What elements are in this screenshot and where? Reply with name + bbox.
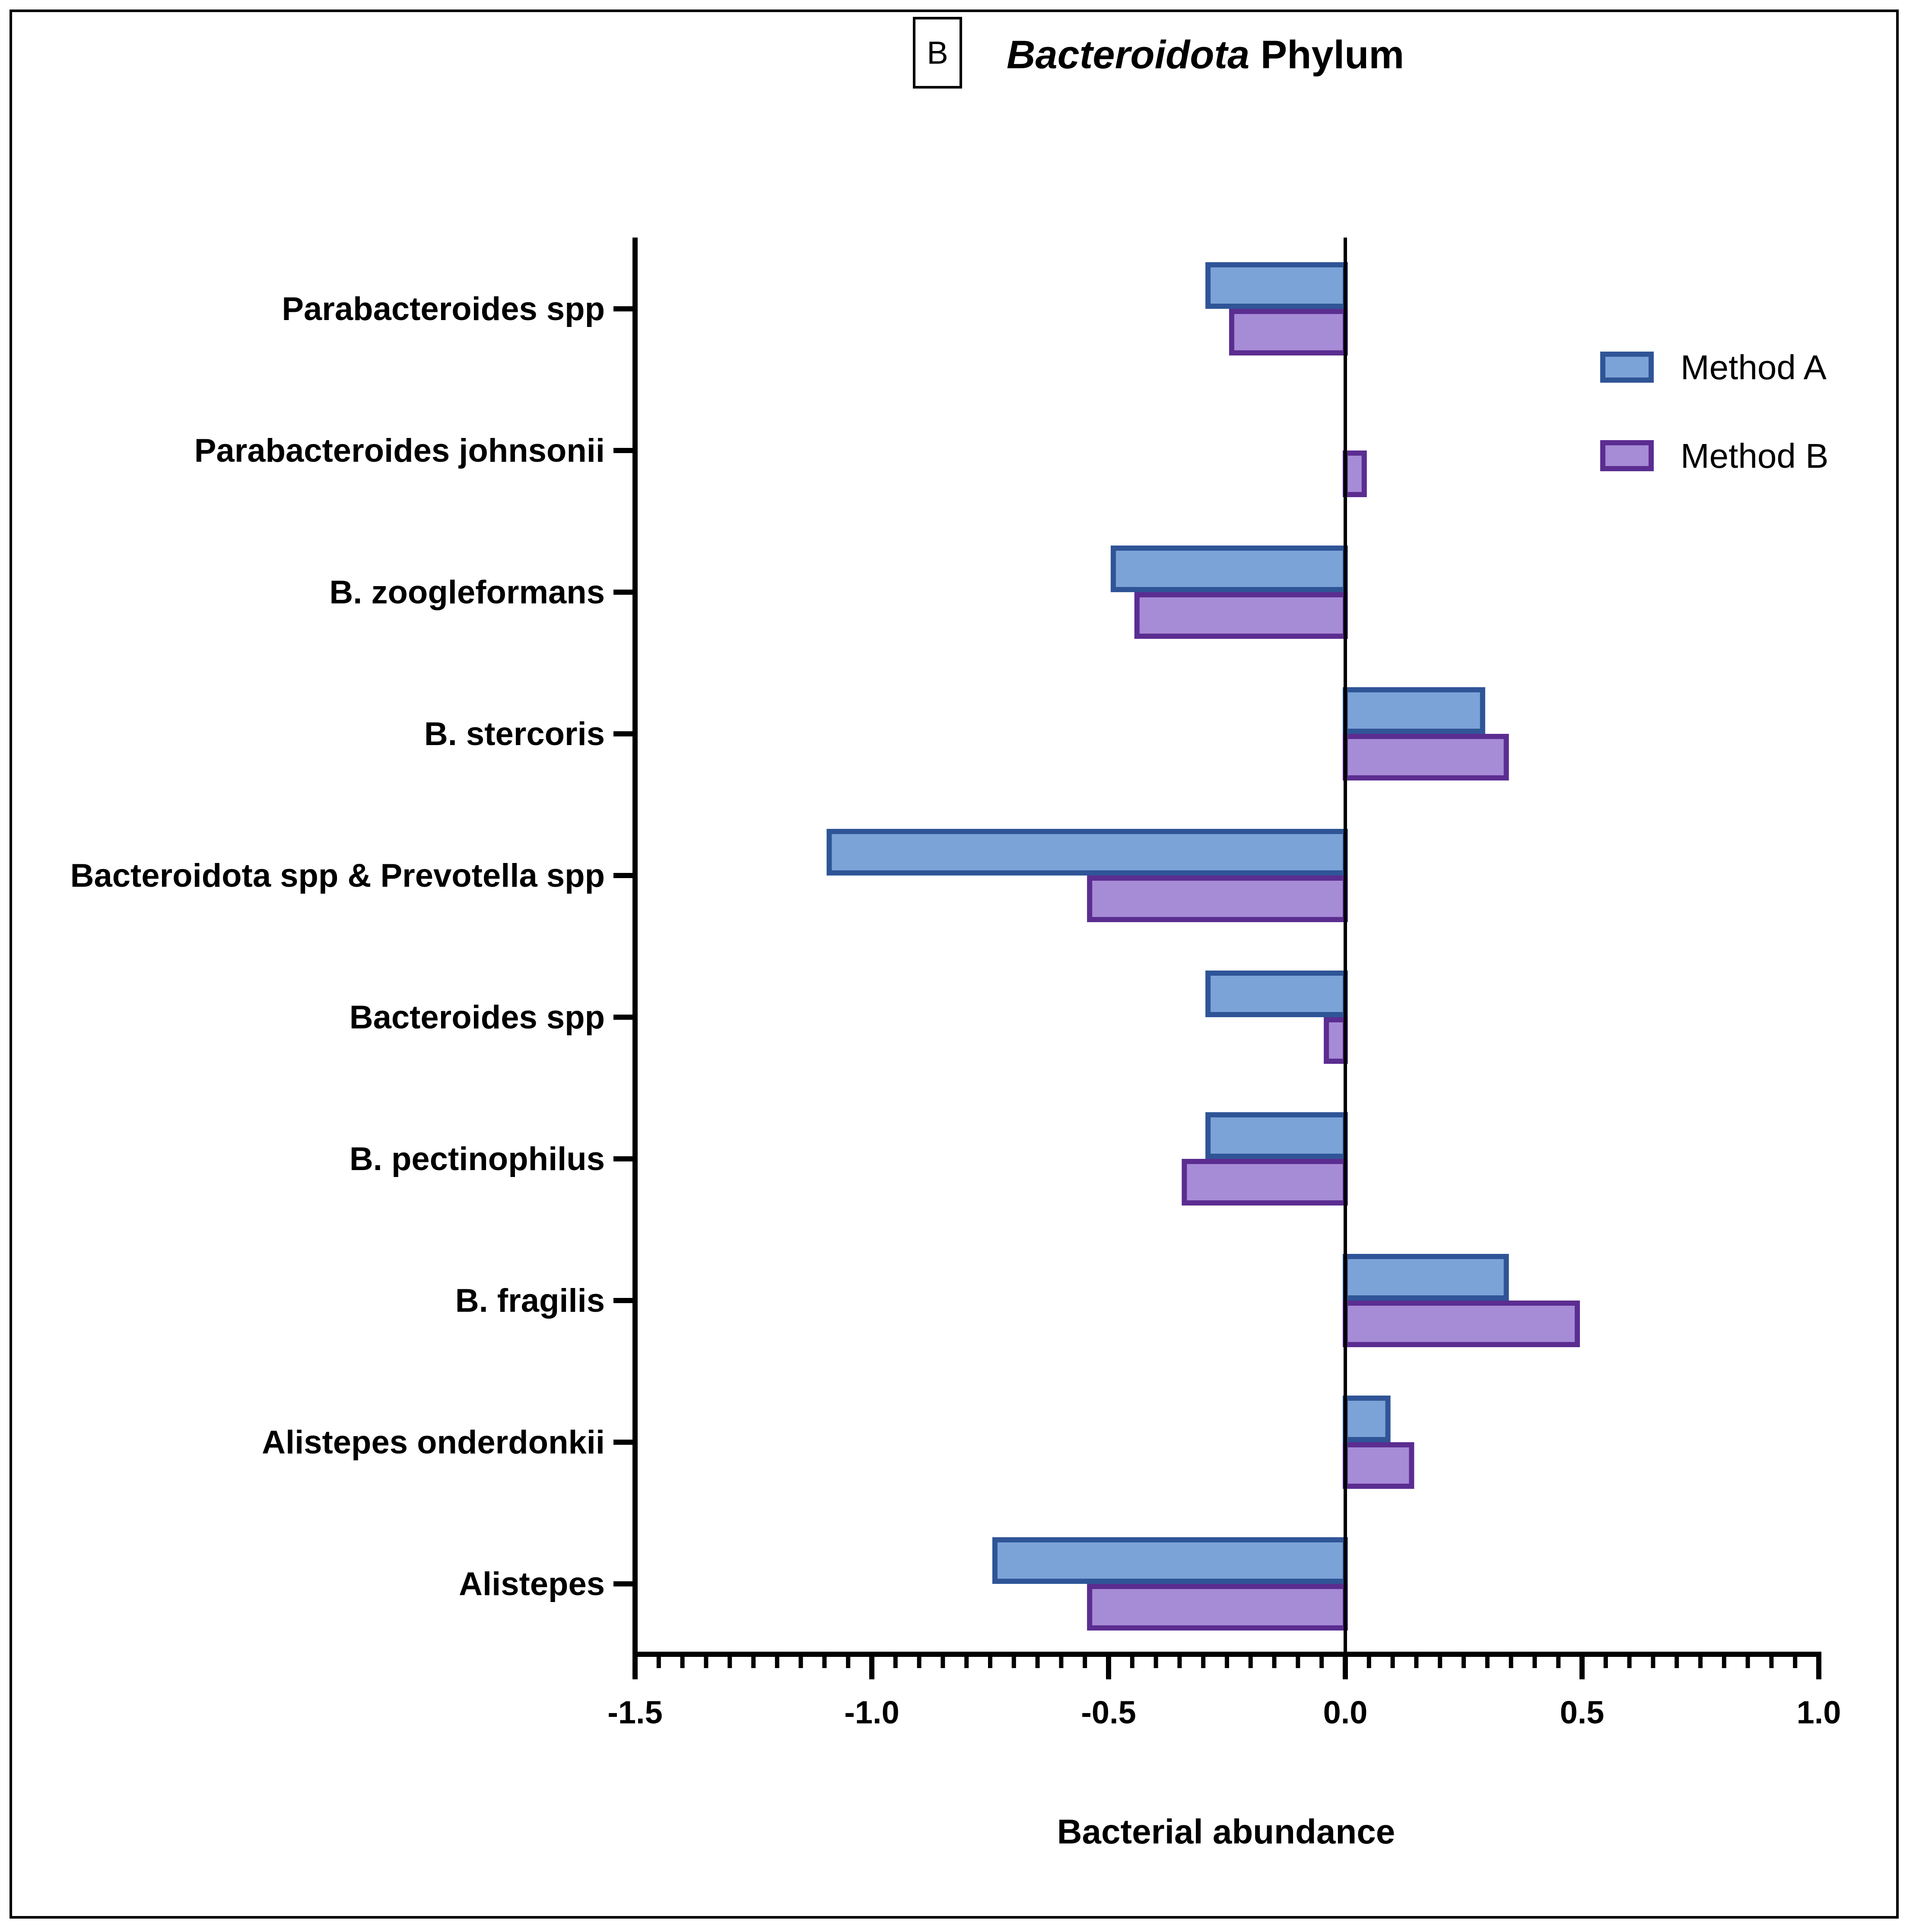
chart-title-rest: Phylum [1249, 33, 1404, 77]
bar-method-b-6 [1324, 1017, 1348, 1064]
panel-label: B [927, 35, 948, 71]
bar-method-b-10 [1087, 1584, 1348, 1631]
bar-method-b-9 [1343, 1442, 1414, 1489]
bar-method-a-9 [1343, 1396, 1391, 1442]
bar-method-b-1 [1229, 309, 1348, 355]
bar-method-b-8 [1343, 1301, 1580, 1347]
x-tick-label: -1.0 [844, 1694, 899, 1730]
category-label: B. stercoris [424, 716, 605, 752]
x-tick-labels-group: -1.5 -1.0 -0.5 0.0 0.5 1.0 [607, 1694, 1841, 1730]
figure-frame [10, 10, 1899, 1919]
category-label: Bacteroidota spp & Prevotella spp [70, 857, 605, 894]
bar-method-b-3 [1134, 592, 1348, 639]
category-label: Alistepes onderdonkii [262, 1424, 605, 1461]
category-label: B. fragilis [455, 1282, 605, 1319]
category-label: Alistepes [459, 1566, 605, 1602]
category-label: B. pectinophilus [350, 1141, 605, 1177]
x-tick-label: 0.0 [1323, 1694, 1368, 1730]
legend-label-method-a: Method A [1681, 348, 1827, 387]
category-label: Bacteroides spp [350, 999, 605, 1036]
bar-method-a-7 [1205, 1112, 1348, 1159]
x-tick-label: 1.0 [1797, 1694, 1841, 1730]
x-axis-title: Bacterial abundance [1057, 1812, 1395, 1851]
legend-swatch-method-b [1600, 440, 1654, 471]
bar-method-b-4 [1343, 734, 1509, 780]
bar-method-a-1 [1205, 262, 1348, 309]
bar-method-b-5 [1087, 876, 1348, 922]
axes-group [613, 238, 1821, 1679]
category-label: Parabacteroides spp [282, 291, 605, 327]
category-labels-group: Parabacteroides spp Parabacteroides johns… [70, 291, 605, 1602]
bars-group [826, 262, 1580, 1631]
category-label: B. zoogleformans [329, 574, 605, 611]
bar-method-a-6 [1205, 971, 1348, 1017]
chart-title-italic: Bacteroidota [1007, 33, 1249, 77]
bar-method-a-10 [992, 1537, 1348, 1584]
bar-method-a-8 [1343, 1254, 1509, 1301]
chart-title: Bacteroidota Phylum [1007, 33, 1404, 77]
bar-method-a-4 [1343, 687, 1485, 734]
bar-method-a-5 [826, 829, 1348, 876]
bar-method-b-2 [1343, 450, 1367, 497]
category-label: Parabacteroides johnsonii [194, 432, 605, 469]
x-tick-label: -0.5 [1081, 1694, 1136, 1730]
bar-method-a-3 [1110, 546, 1348, 592]
panel-label-box [913, 17, 962, 89]
legend: Method A Method B [1600, 348, 1828, 475]
x-tick-label: -1.5 [607, 1694, 663, 1730]
bar-method-b-7 [1182, 1159, 1348, 1206]
x-tick-label: 0.5 [1560, 1694, 1605, 1730]
legend-swatch-method-a [1600, 352, 1654, 383]
legend-label-method-b: Method B [1681, 437, 1828, 475]
